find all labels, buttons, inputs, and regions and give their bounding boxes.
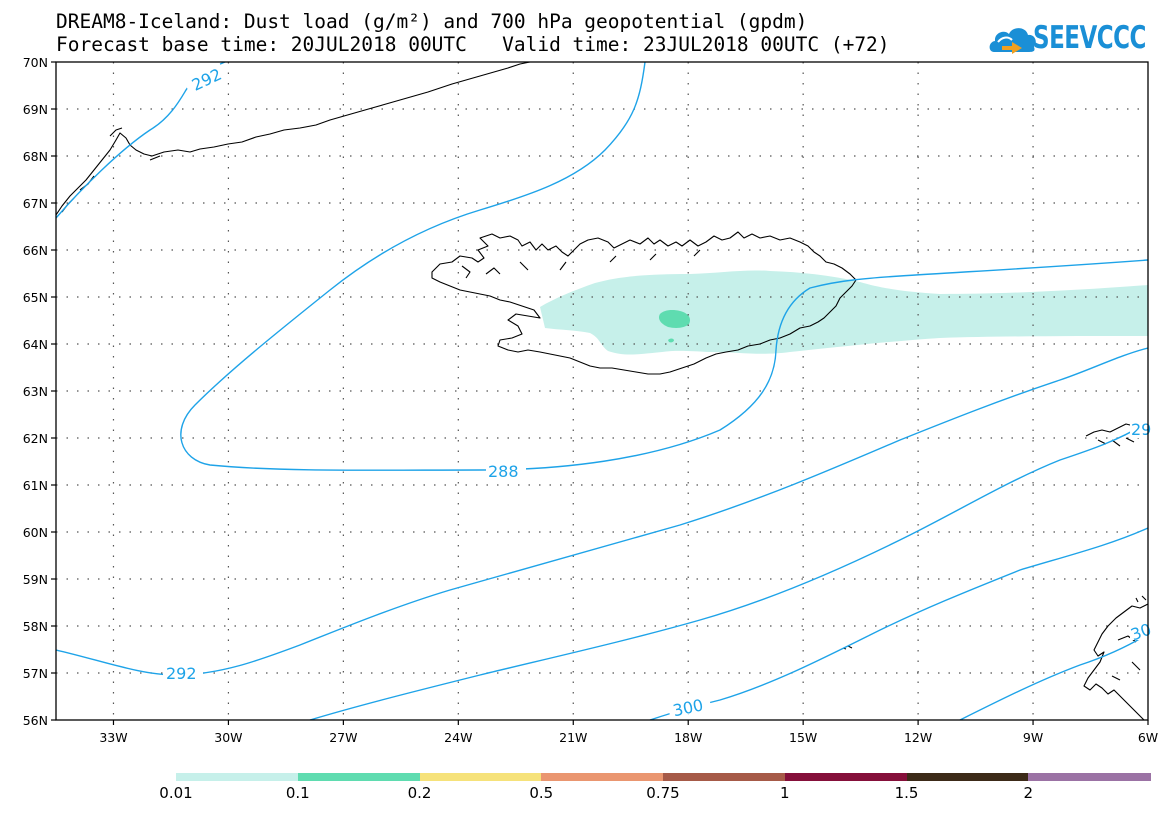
- longitude-labels: 33W 30W 27W 24W 21W 18W 15W 12W 9W 6W: [99, 730, 1158, 745]
- lat-label: 70N: [23, 55, 48, 70]
- colorbar-label: 0.75: [646, 784, 680, 802]
- lat-label: 56N: [23, 713, 48, 728]
- lat-label: 65N: [23, 290, 48, 305]
- colorbar-label: 2: [1023, 784, 1034, 802]
- contour-label-29-edge: 29: [1131, 420, 1151, 439]
- contour-labels: 292 288 292 300 29 30: [163, 59, 1154, 720]
- lat-label: 60N: [23, 525, 48, 540]
- colorbar-segment: [541, 773, 664, 781]
- coastlines: [56, 62, 1148, 720]
- dust-load-mid-spot: [668, 338, 674, 343]
- lat-label: 63N: [23, 384, 48, 399]
- lon-label: 6W: [1138, 730, 1158, 745]
- lon-label: 18W: [674, 730, 702, 745]
- colorbar-segment: [784, 773, 907, 781]
- lon-label: 12W: [904, 730, 932, 745]
- gridlines: [56, 62, 1148, 720]
- colorbar-segment: [176, 773, 299, 781]
- seevccc-logo-text: SEEVCCC: [1033, 21, 1146, 57]
- colorbar-label: 0.1: [285, 784, 310, 802]
- lon-label: 33W: [99, 730, 127, 745]
- colorbar-label: 1.5: [894, 784, 919, 802]
- lat-label: 58N: [23, 619, 48, 634]
- contour-292-mid: [56, 347, 1148, 676]
- contour-288-loop: [180, 62, 1148, 471]
- contour-label-288: 288: [488, 462, 519, 481]
- colorbar-segment: [419, 773, 542, 781]
- latitude-labels: 70N 69N 68N 67N 66N 65N 64N 63N 62N 61N 60N 59N 58N 5…: [23, 55, 48, 728]
- contour-296: [309, 421, 1148, 720]
- lon-label: 15W: [789, 730, 817, 745]
- cloud-logo-icon: [989, 28, 1036, 54]
- lat-label: 57N: [23, 666, 48, 681]
- colorbar-label: 0.5: [529, 784, 554, 802]
- lon-label: 24W: [444, 730, 472, 745]
- colorbar-label: 1: [779, 784, 790, 802]
- contour-304: [959, 633, 1148, 720]
- contour-300: [649, 527, 1148, 720]
- lat-label: 66N: [23, 243, 48, 258]
- lat-label: 62N: [23, 431, 48, 446]
- lat-label: 69N: [23, 102, 48, 117]
- forecast-times: Forecast base time: 20JUL2018 00UTC Vali…: [56, 33, 890, 56]
- colorbar-label: 0.01: [159, 784, 193, 802]
- lon-label: 30W: [214, 730, 242, 745]
- colorbar-segment: [663, 773, 786, 781]
- lat-label: 59N: [23, 572, 48, 587]
- colorbar-label: 0.2: [407, 784, 432, 802]
- map-title: DREAM8-Iceland: Dust load (g/m²) and 700…: [56, 10, 808, 33]
- lon-label: 21W: [559, 730, 587, 745]
- dust-load-mid-area: [658, 310, 690, 328]
- lat-label: 68N: [23, 149, 48, 164]
- colorbar-segment: [906, 773, 1029, 781]
- lat-label: 67N: [23, 196, 48, 211]
- contour-label-292-south: 292: [166, 664, 197, 683]
- axis-ticks: [51, 61, 1149, 725]
- lon-label: 27W: [329, 730, 357, 745]
- lat-label: 61N: [23, 478, 48, 493]
- colorbar-segment: [1028, 773, 1151, 781]
- colorbar-segment: [297, 773, 420, 781]
- lon-label: 9W: [1023, 730, 1043, 745]
- dust-load-low-area: [540, 270, 1148, 355]
- lat-label: 64N: [23, 337, 48, 352]
